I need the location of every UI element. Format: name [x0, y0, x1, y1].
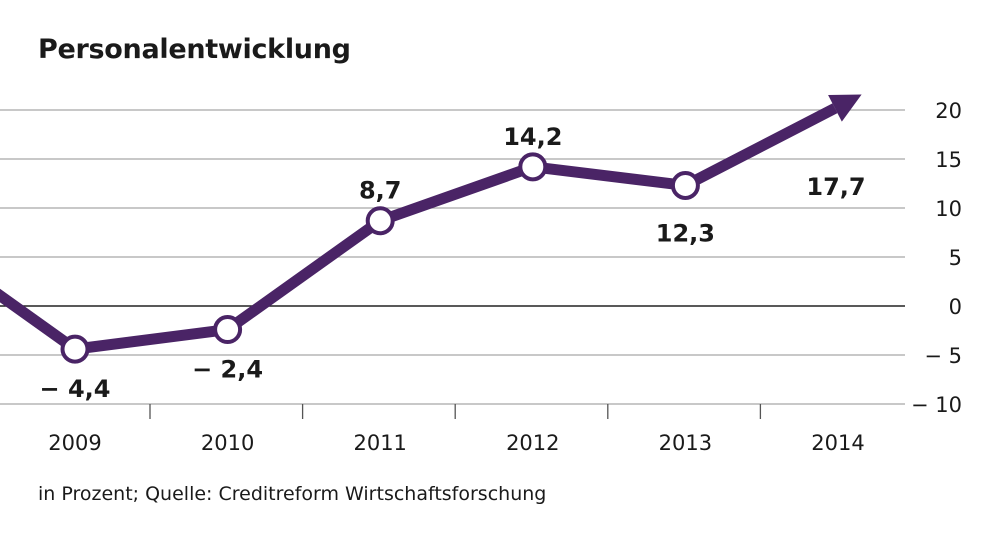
chart-title: Personalentwicklung [38, 34, 351, 65]
series-line [0, 94, 862, 355]
data-label: 17,7 [806, 173, 865, 201]
y-tick-label: 0 [949, 295, 962, 319]
data-label: 14,2 [503, 123, 562, 151]
y-tick-label: 5 [949, 246, 962, 270]
x-tick-label: 2011 [353, 431, 406, 455]
data-label: − 2,4 [192, 356, 263, 384]
y-axis-tick-labels: 20 15 10 5 0 − 5 − 10 [911, 99, 962, 417]
x-tick-label: 2010 [201, 431, 254, 455]
y-tick-label: 10 [935, 197, 962, 221]
y-tick-label: − 10 [911, 393, 962, 417]
data-point-marker [518, 152, 548, 182]
data-label: − 4,4 [40, 375, 111, 403]
data-point-marker [670, 170, 700, 200]
data-point-marker [60, 334, 90, 364]
data-labels: − 4,4 − 2,4 8,7 14,2 12,3 17,7 [40, 123, 866, 403]
x-tick-label: 2009 [48, 431, 101, 455]
data-markers [60, 152, 700, 364]
data-point-marker [213, 315, 243, 345]
x-axis: 2009 2010 2011 2012 2013 2014 [48, 404, 865, 455]
x-tick-label: 2012 [506, 431, 559, 455]
data-point-marker [365, 206, 395, 236]
y-tick-label: 20 [935, 99, 962, 123]
source-note: in Prozent; Quelle: Creditreform Wirtsch… [38, 483, 547, 505]
x-tick-label: 2014 [811, 431, 864, 455]
arrowhead [828, 94, 862, 122]
x-tick-label: 2013 [659, 431, 712, 455]
data-label: 12,3 [656, 219, 715, 247]
data-label: 8,7 [359, 177, 402, 205]
y-tick-label: − 5 [924, 344, 962, 368]
gridlines [0, 109, 905, 405]
y-tick-label: 15 [935, 148, 962, 172]
